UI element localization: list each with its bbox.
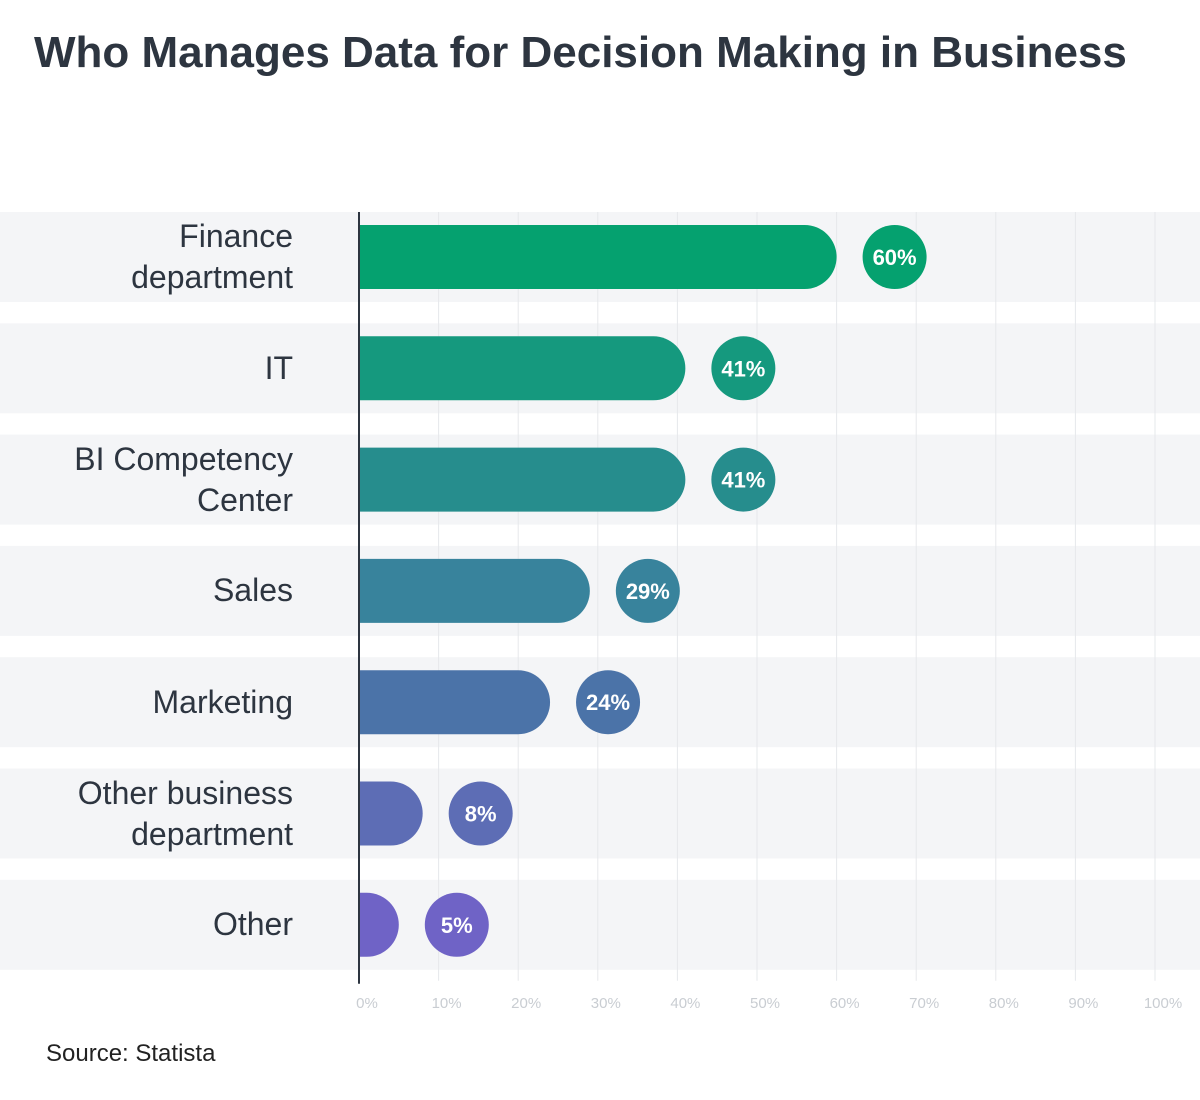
category-label: IT xyxy=(264,349,293,386)
x-tick-label: 50% xyxy=(750,995,780,1012)
value-label: 8% xyxy=(465,802,497,827)
x-tick-label: 80% xyxy=(989,995,1019,1012)
bar xyxy=(359,781,423,846)
value-badge xyxy=(711,336,776,401)
row-band xyxy=(0,545,1200,636)
value-label: 5% xyxy=(441,913,473,938)
x-tick-label: 0% xyxy=(356,995,378,1012)
x-tick-label: 70% xyxy=(909,995,939,1012)
bar xyxy=(359,447,686,512)
value-label: 24% xyxy=(586,690,630,715)
category-label: Other business department xyxy=(77,774,293,852)
value-badge xyxy=(862,225,927,289)
row-band xyxy=(0,768,1200,859)
value-label: 60% xyxy=(873,245,917,270)
value-badge xyxy=(576,670,641,735)
x-tick-label: 40% xyxy=(670,995,700,1012)
x-tick-label: 30% xyxy=(591,995,621,1012)
bar xyxy=(359,225,837,289)
bar xyxy=(359,336,686,401)
x-tick-label: 20% xyxy=(511,995,541,1012)
row-band xyxy=(0,879,1200,970)
category-label: Other xyxy=(212,906,293,943)
category-label: Sales xyxy=(212,572,293,609)
x-tick-label: 60% xyxy=(830,995,860,1012)
value-badge xyxy=(424,892,489,957)
value-label: 41% xyxy=(721,356,765,381)
x-tick-label: 90% xyxy=(1068,995,1098,1012)
bar xyxy=(359,558,590,623)
bar xyxy=(359,892,399,957)
value-badge xyxy=(615,558,680,623)
value-label: 41% xyxy=(721,468,765,493)
value-label: 29% xyxy=(626,579,670,604)
category-label: Finance department xyxy=(131,218,293,295)
bar xyxy=(359,670,551,735)
value-badge xyxy=(711,447,776,512)
value-badge xyxy=(448,781,513,846)
x-tick-label: 100% xyxy=(1144,995,1182,1012)
category-label: Marketing xyxy=(152,683,294,720)
chart-title: Who Manages Data for Decision Making in … xyxy=(34,28,1127,77)
source: Source: Statista xyxy=(46,1040,216,1067)
x-tick-label: 10% xyxy=(432,995,462,1012)
category-label: BI Competency Center xyxy=(74,440,293,518)
